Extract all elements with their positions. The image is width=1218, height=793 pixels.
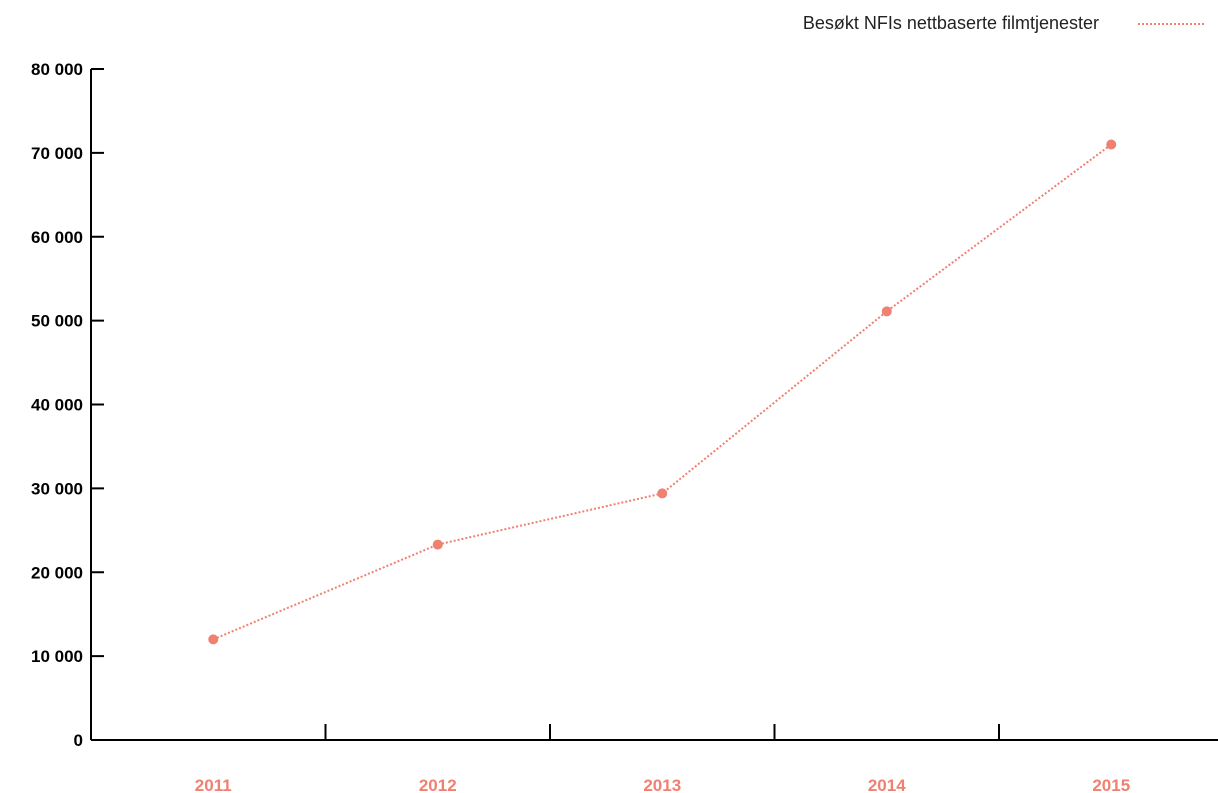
- y-tick-label: 70 000: [31, 144, 83, 163]
- y-tick-label: 50 000: [31, 312, 83, 331]
- y-tick-label: 40 000: [31, 396, 83, 415]
- y-tick-label: 60 000: [31, 228, 83, 247]
- legend-label-series-1: Besøkt NFIs nettbaserte filmtjenester: [803, 13, 1099, 33]
- y-tick-label: 30 000: [31, 479, 83, 498]
- y-tick-label: 10 000: [31, 647, 83, 666]
- x-tick-label: 2011: [195, 776, 232, 793]
- x-axis: 2011 2012 2013 2014 2015: [91, 724, 1218, 793]
- y-tick-label: 80 000: [31, 60, 83, 79]
- data-point: [432, 539, 443, 550]
- y-tick-label: 0: [74, 731, 83, 750]
- x-tick-label: 2012: [419, 776, 457, 793]
- y-axis: 0 10 000 20 000 30 000 40 000 50 000 60 000 70 …: [31, 60, 104, 750]
- y-tick-label: 20 000: [31, 563, 83, 582]
- plot-area: [208, 139, 1117, 645]
- x-tick-label: 2015: [1092, 776, 1130, 793]
- data-point: [881, 306, 892, 317]
- legend: Besøkt NFIs nettbaserte filmtjenester: [803, 13, 1206, 33]
- x-tick-label: 2014: [868, 776, 906, 793]
- data-point: [657, 488, 668, 499]
- data-point: [1106, 139, 1117, 150]
- data-point: [208, 634, 219, 645]
- x-tick-label: 2013: [643, 776, 681, 793]
- series-line: [212, 143, 1112, 641]
